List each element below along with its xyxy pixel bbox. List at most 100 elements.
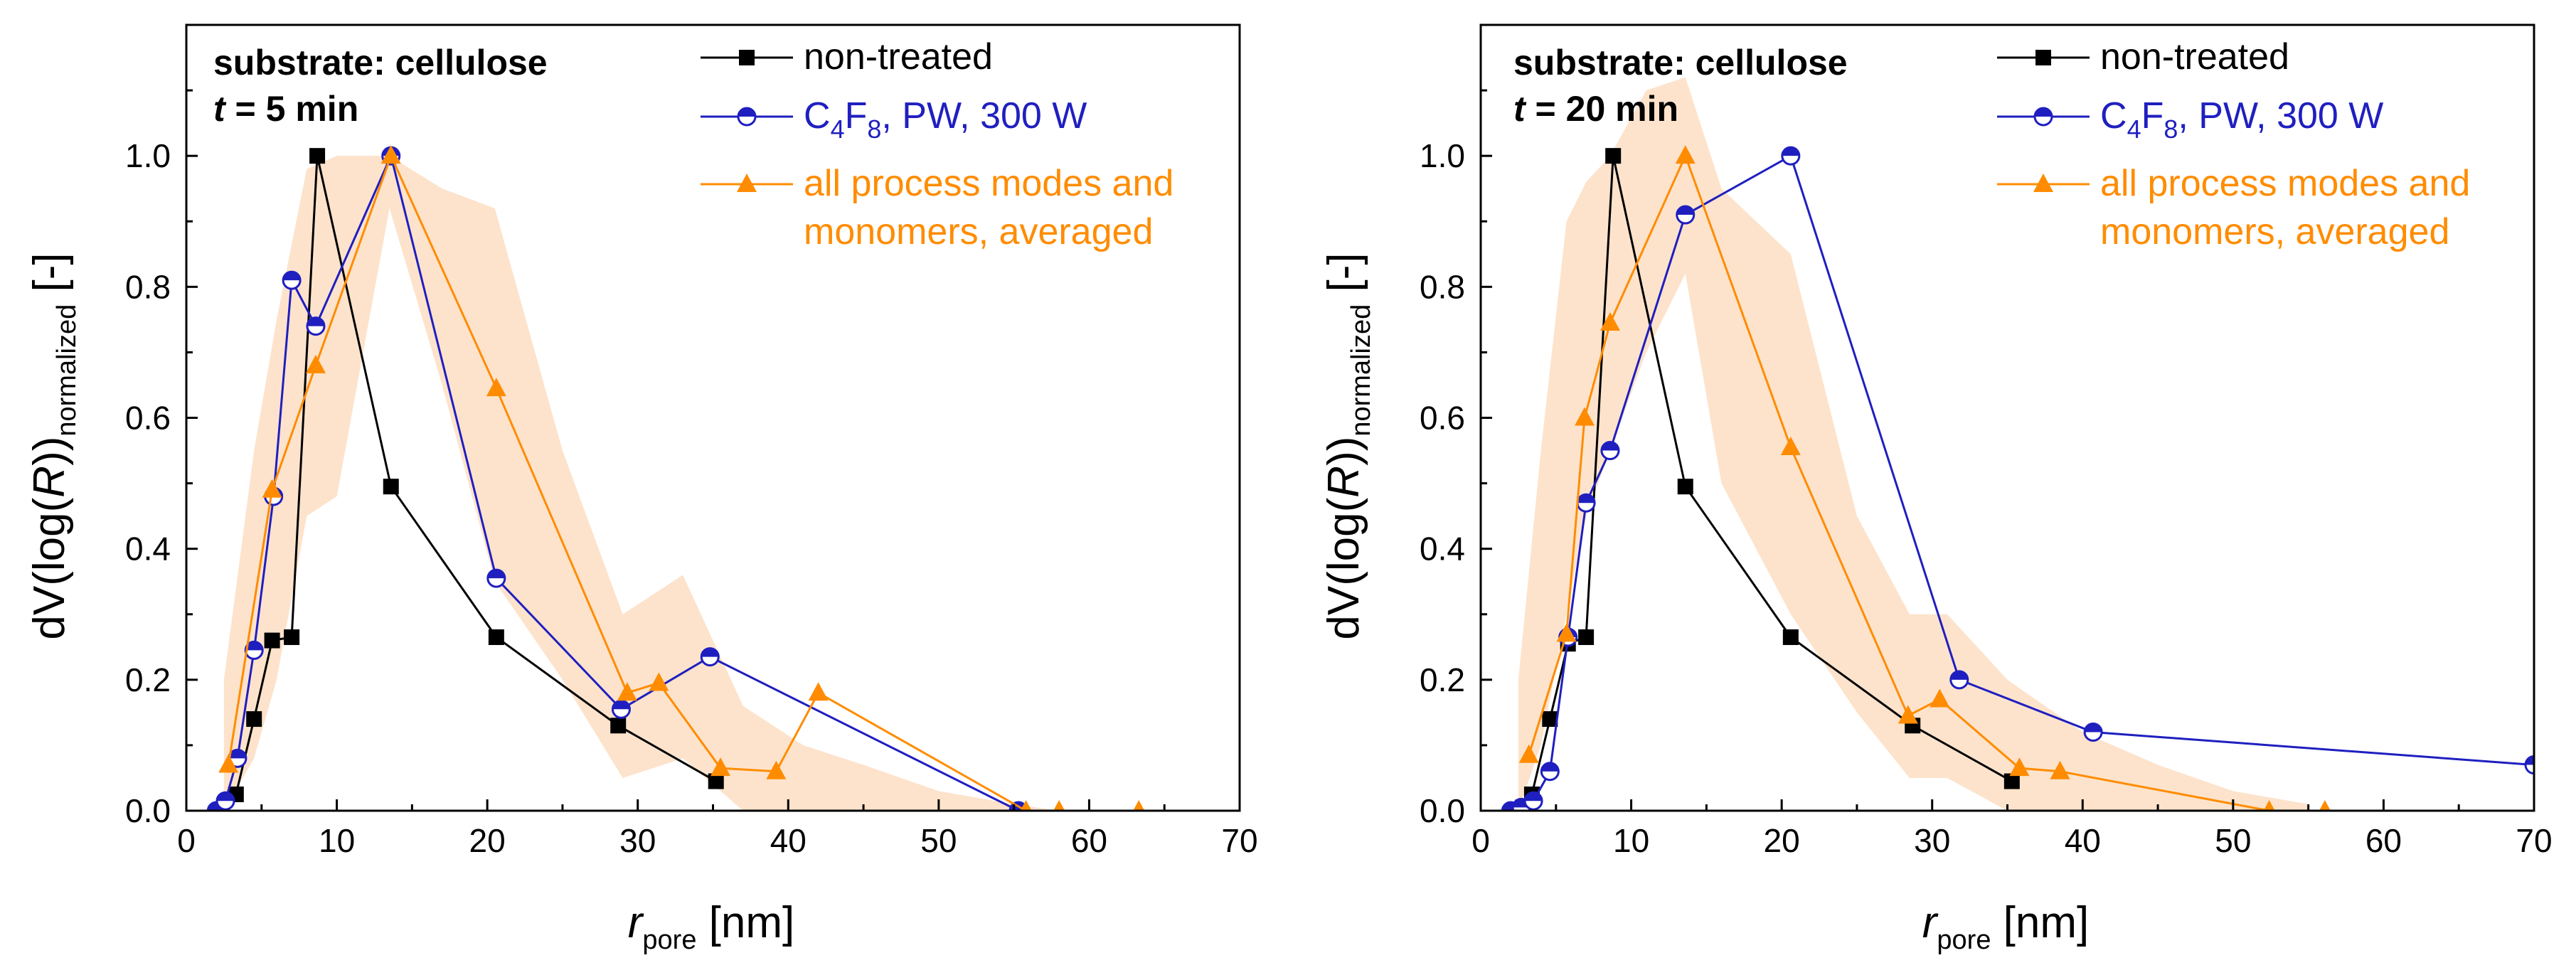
- data-point: [244, 640, 264, 660]
- chart-panel-1: 0 10 20 30 40 50 60 70 0.0 0.2 0.4 0.6 0.8 1.0 rpore […: [25, 23, 1258, 955]
- legend: non-treated C4F8, PW, 300 W all process mo…: [1997, 36, 2470, 252]
- data-point: [488, 629, 504, 645]
- legend-marker: [737, 174, 757, 192]
- legend-label-c4f8: C4F8, PW, 300 W: [804, 95, 1087, 144]
- data-point: [1542, 711, 1558, 728]
- data-point: [617, 682, 637, 701]
- series-1: [1501, 146, 2534, 811]
- y-tick-label: 1.0: [1420, 137, 1465, 174]
- data-point: [611, 699, 631, 719]
- data-point: [2083, 723, 2103, 742]
- series-line: [1528, 153, 2325, 811]
- data-point: [218, 754, 239, 773]
- data-point: [282, 270, 302, 290]
- legend-marker: [2033, 107, 2053, 127]
- data-point: [1898, 705, 1918, 724]
- data-point: [486, 568, 506, 588]
- data-point: [2050, 760, 2070, 779]
- data-point: [2319, 800, 2331, 811]
- data-point: [2003, 773, 2020, 789]
- y-tick-label: 0.4: [125, 531, 171, 568]
- data-point: [1540, 762, 1560, 782]
- data-point: [2009, 757, 2030, 777]
- data-point: [284, 629, 300, 645]
- spread-band: [223, 156, 1060, 811]
- y-tick-label: 1.0: [125, 137, 171, 174]
- legend-label-non-treated: non-treated: [804, 36, 993, 78]
- data-point: [1781, 146, 1801, 166]
- x-tick-label: 60: [1071, 822, 1107, 859]
- data-point: [1578, 629, 1595, 645]
- data-point: [1576, 493, 1596, 513]
- data-point: [2263, 800, 2275, 811]
- series-2: [1518, 145, 2331, 811]
- data-point: [610, 718, 627, 734]
- y-tick-label: 0.2: [125, 661, 171, 698]
- data-point: [1677, 479, 1693, 495]
- x-tick-label: 40: [770, 822, 807, 859]
- data-point: [305, 354, 326, 373]
- y-axis-title: dV(log(R))normalized [-]: [1319, 252, 1376, 639]
- substrate-label: substrate: cellulose: [1513, 43, 1848, 82]
- data-point: [1600, 441, 1620, 461]
- data-point: [309, 148, 326, 164]
- x-axis-title: rpore [nm]: [1922, 898, 2090, 955]
- legend-label-c4f8: C4F8, PW, 300 W: [2100, 95, 2383, 144]
- series-0: [228, 148, 724, 802]
- data-point: [383, 479, 399, 495]
- chart-panel-2: 0 10 20 30 40 50 60 70 0.0 0.2 0.4 0.6 0.8 1.0 rpore […: [1319, 23, 2553, 955]
- data-point: [1930, 688, 1950, 708]
- data-point: [1518, 744, 1539, 763]
- time-label: t = 20 min: [1513, 89, 1678, 129]
- y-tick-label: 0.0: [125, 792, 171, 829]
- legend-label-averaged-line1: all process modes and: [804, 163, 1173, 204]
- series-2: [218, 145, 1145, 811]
- x-axis-title: rpore [nm]: [628, 898, 795, 955]
- legend-marker: [2035, 50, 2051, 65]
- legend: non-treated C4F8, PW, 300 W all process mo…: [701, 36, 1173, 252]
- substrate-label: substrate: cellulose: [213, 43, 548, 82]
- data-point: [710, 757, 731, 777]
- data-point: [649, 672, 669, 691]
- x-tick-label: 50: [920, 822, 957, 859]
- data-point: [1053, 800, 1065, 811]
- data-point: [380, 145, 401, 164]
- data-point: [1605, 148, 1622, 164]
- x-tick-label: 40: [2065, 822, 2101, 859]
- data-point: [1523, 791, 1543, 811]
- data-point: [215, 791, 235, 811]
- data-point: [2524, 755, 2534, 775]
- x-tick-label: 0: [177, 822, 196, 859]
- x-tick-label: 70: [1221, 822, 1257, 859]
- data-point: [1556, 623, 1577, 642]
- y-tick-label: 0.6: [125, 400, 171, 437]
- y-axis-title: dV(log(R))normalized [-]: [25, 252, 82, 639]
- x-tick-label: 20: [469, 822, 506, 859]
- legend-label-averaged-line2: monomers, averaged: [2100, 211, 2449, 252]
- data-point: [264, 632, 280, 649]
- data-point: [1574, 407, 1595, 426]
- data-point: [486, 378, 506, 397]
- x-tick-label: 70: [2516, 822, 2552, 859]
- x-tick-label: 30: [619, 822, 656, 859]
- legend-label-averaged-line2: monomers, averaged: [804, 211, 1153, 252]
- y-tick-label: 0.6: [1420, 400, 1465, 437]
- y-tick-label: 0.0: [1420, 792, 1465, 829]
- legend-marker: [739, 50, 755, 65]
- legend-marker: [2033, 174, 2053, 192]
- data-point: [708, 773, 724, 789]
- data-point: [246, 711, 262, 728]
- y-tick-label: 0.2: [1420, 661, 1465, 698]
- y-tick-label: 0.8: [1420, 268, 1465, 305]
- time-label: t = 5 min: [213, 89, 358, 129]
- legend-label-averaged-line1: all process modes and: [2100, 163, 2470, 204]
- data-point: [700, 647, 720, 667]
- spread-band: [1518, 77, 2309, 811]
- data-point: [306, 316, 326, 336]
- x-tick-label: 30: [1914, 822, 1950, 859]
- data-point: [1782, 629, 1799, 645]
- x-tick-label: 10: [1613, 822, 1649, 859]
- data-point: [1675, 145, 1696, 164]
- data-point: [1133, 800, 1145, 811]
- data-point: [1600, 311, 1620, 331]
